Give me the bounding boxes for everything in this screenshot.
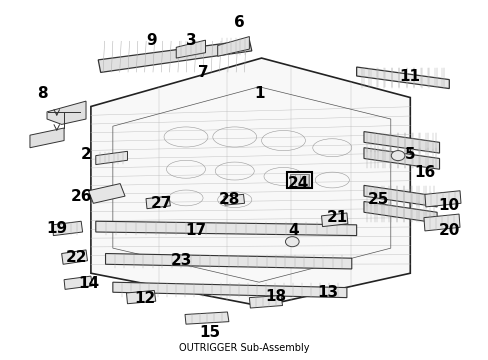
Polygon shape [363, 148, 439, 169]
Polygon shape [47, 101, 86, 125]
Polygon shape [356, 67, 448, 89]
Polygon shape [363, 185, 436, 207]
Text: 12: 12 [134, 291, 155, 306]
Polygon shape [64, 276, 92, 289]
Text: 15: 15 [200, 325, 221, 340]
Polygon shape [423, 214, 459, 231]
Text: 2: 2 [81, 147, 91, 162]
Text: 4: 4 [287, 223, 298, 238]
Text: 16: 16 [413, 165, 435, 180]
Polygon shape [321, 213, 347, 226]
Polygon shape [30, 128, 64, 148]
Text: 19: 19 [46, 221, 67, 236]
Text: 9: 9 [146, 33, 157, 48]
Polygon shape [91, 58, 409, 306]
Polygon shape [96, 221, 356, 235]
Polygon shape [146, 196, 170, 209]
Polygon shape [98, 40, 251, 72]
Polygon shape [249, 296, 282, 308]
Polygon shape [363, 202, 436, 223]
Polygon shape [113, 282, 346, 298]
Circle shape [285, 237, 299, 247]
Polygon shape [126, 291, 156, 304]
Polygon shape [53, 221, 82, 235]
Text: 22: 22 [65, 249, 87, 265]
Text: 3: 3 [185, 33, 196, 48]
Text: 25: 25 [367, 192, 388, 207]
Text: 13: 13 [316, 285, 337, 301]
Text: 7: 7 [197, 65, 208, 80]
Text: 5: 5 [404, 147, 415, 162]
Polygon shape [217, 37, 249, 56]
Text: 21: 21 [326, 210, 347, 225]
Polygon shape [184, 312, 228, 324]
Polygon shape [424, 191, 460, 207]
Text: 26: 26 [70, 189, 92, 204]
Text: 28: 28 [219, 192, 240, 207]
Text: 27: 27 [151, 196, 172, 211]
Polygon shape [88, 184, 125, 203]
Text: 14: 14 [78, 276, 99, 292]
Text: 1: 1 [253, 86, 264, 102]
Polygon shape [224, 194, 244, 205]
Polygon shape [105, 253, 351, 269]
Text: 23: 23 [170, 253, 191, 268]
Text: 17: 17 [185, 223, 206, 238]
Polygon shape [61, 250, 87, 264]
Bar [289, 174, 309, 186]
Text: OUTRIGGER Sub-Assembly: OUTRIGGER Sub-Assembly [179, 343, 309, 353]
Text: 6: 6 [234, 15, 244, 30]
Bar [286, 172, 312, 188]
Text: 11: 11 [399, 68, 420, 84]
Text: 18: 18 [265, 289, 286, 304]
Text: 24: 24 [287, 176, 308, 191]
Text: 20: 20 [438, 223, 459, 238]
Text: 10: 10 [438, 198, 459, 213]
Polygon shape [363, 132, 439, 153]
Text: 8: 8 [37, 86, 47, 102]
Circle shape [390, 150, 404, 161]
Polygon shape [96, 151, 127, 165]
Polygon shape [176, 40, 205, 58]
